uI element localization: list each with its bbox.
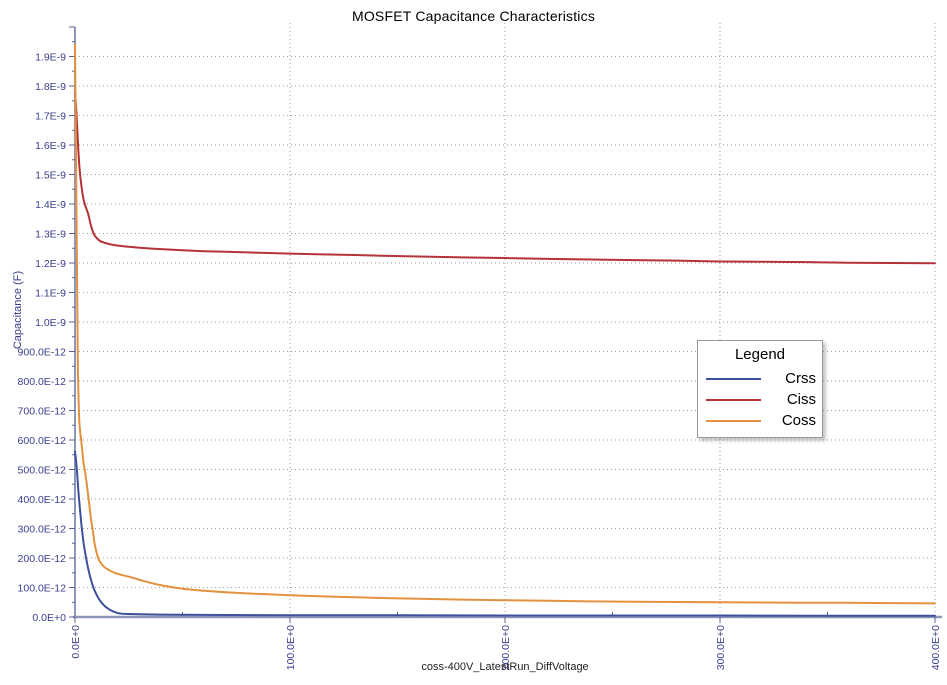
- legend-label-coss: Coss: [781, 412, 816, 429]
- y-tick-label: 100.0E-12: [18, 583, 67, 595]
- x-tick-label: 300.0E+0: [715, 625, 727, 670]
- y-axis-title: Capacitance (F): [12, 270, 24, 350]
- x-tick-label: 200.0E+0: [500, 625, 512, 670]
- y-tick-label: 800.0E-12: [18, 376, 67, 388]
- crss-line-swatch: [706, 377, 761, 380]
- y-tick-label: 600.0E-12: [18, 435, 67, 447]
- coss-line-swatch: [706, 419, 761, 422]
- y-tick-label: 0.0E+0: [32, 612, 66, 624]
- y-tick-label: 200.0E-12: [18, 553, 67, 565]
- y-tick-label: 1.0E-9: [35, 317, 66, 329]
- y-tick-label: 1.2E-9: [35, 258, 66, 270]
- y-tick-label: 1.4E-9: [35, 199, 66, 211]
- series-crss: [74, 450, 936, 617]
- y-tick-label: 400.0E-12: [18, 494, 67, 506]
- series-coss: [74, 43, 936, 605]
- y-tick-label: 300.0E-12: [18, 524, 67, 536]
- legend-label-crss: Crss: [785, 370, 816, 387]
- legend-label-ciss: Ciss: [786, 391, 816, 408]
- y-tick-label: 1.7E-9: [35, 111, 66, 123]
- y-tick-label: 500.0E-12: [18, 465, 67, 477]
- y-tick-label: 1.6E-9: [35, 140, 66, 152]
- series-ciss: [74, 90, 936, 265]
- x-tick-label: 100.0E+0: [285, 625, 297, 670]
- y-tick-label: 1.5E-9: [35, 170, 66, 182]
- y-tick-label: 1.9E-9: [35, 52, 66, 64]
- chart-title: MOSFET Capacitance Characteristics: [351, 8, 596, 24]
- legend-item-coss: Coss: [698, 410, 822, 431]
- x-axis-subtitle: coss-400V_LatestRun_DiffVoltage: [421, 661, 589, 673]
- x-tick-label: 0.0E+0: [70, 625, 82, 659]
- y-tick-label: 1.3E-9: [35, 229, 66, 241]
- x-tick-label: 400.0E+0: [930, 625, 942, 670]
- y-tick-label: 900.0E-12: [18, 347, 67, 359]
- y-tick-label: 700.0E-12: [18, 406, 67, 418]
- legend: Legend Crss Ciss Coss: [697, 340, 823, 438]
- legend-title: Legend: [734, 346, 786, 363]
- legend-item-ciss: Ciss: [698, 389, 822, 410]
- y-tick-label: 1.8E-9: [35, 81, 66, 93]
- ciss-line-swatch: [706, 398, 761, 401]
- y-tick-label: 1.1E-9: [35, 288, 66, 300]
- legend-item-crss: Crss: [698, 368, 822, 389]
